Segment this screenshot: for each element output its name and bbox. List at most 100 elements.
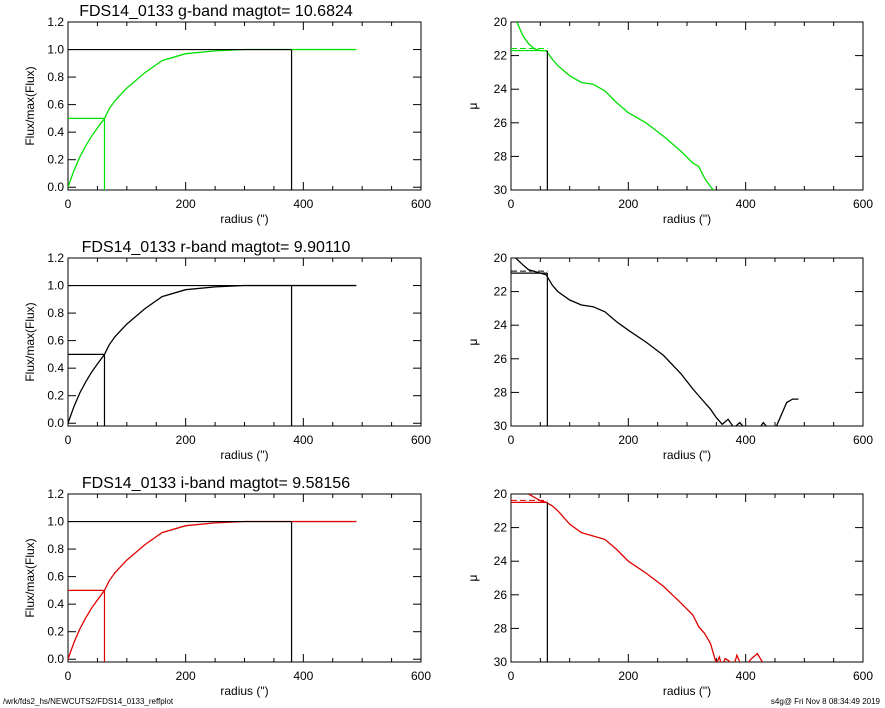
x-axis-label: radius (") <box>220 448 268 462</box>
plot-panel-r-mu: 0 200 400 600 20 22 24 26 28 30 radius (") μ <box>466 251 873 462</box>
profile-curve-i <box>68 520 357 660</box>
y-tick-label: 30 <box>494 183 508 197</box>
y-tick-label: 0.6 <box>47 334 64 348</box>
y-tick-label: 30 <box>494 655 508 669</box>
plot-panel-g-flux: 0 200 400 600 0.0 0.2 0.4 0.6 0.8 1.0 1.2 radius ("… <box>23 15 431 226</box>
x-axis-label: radius (") <box>220 684 268 698</box>
y-tick-label: 28 <box>494 621 508 635</box>
x-tick-label: 600 <box>853 433 873 447</box>
x-tick-label: 400 <box>736 433 756 447</box>
y-tick-label: 20 <box>494 15 508 29</box>
x-tick-label: 0 <box>508 669 515 683</box>
y-tick-label: 0.6 <box>47 570 64 584</box>
x-tick-label: 400 <box>736 197 756 211</box>
x-tick-label: 600 <box>853 197 873 211</box>
y-tick-label: 0.0 <box>47 416 64 430</box>
x-tick-label: 400 <box>293 433 313 447</box>
y-tick-label: 1.0 <box>47 279 64 293</box>
x-tick-label: 200 <box>618 197 638 211</box>
y-tick-label: 24 <box>494 82 508 96</box>
x-tick-label: 200 <box>618 669 638 683</box>
plot-frame <box>67 21 422 191</box>
x-axis-label: radius (") <box>663 448 711 462</box>
y-tick-label: 26 <box>494 588 508 602</box>
y-tick-label: 20 <box>494 487 508 501</box>
plot-area <box>511 258 799 426</box>
x-tick-label: 0 <box>508 433 515 447</box>
y-tick-label: 0.8 <box>47 306 64 320</box>
x-axis-label: radius (") <box>663 212 711 226</box>
x-axis-label: radius (") <box>220 212 268 226</box>
y-tick-label: 0.4 <box>47 361 64 375</box>
y-tick-label: 26 <box>494 116 508 130</box>
plot-frame <box>67 257 422 427</box>
footer-timestamp: s4g@ Fri Nov 8 08:34:49 2019 <box>771 697 881 706</box>
plot-panel-i-mu: 0 200 400 600 20 22 24 26 28 30 radius (") μ <box>466 487 873 698</box>
plot-frame <box>67 493 422 663</box>
y-tick-label: 30 <box>494 419 508 433</box>
profile-curve-r <box>514 258 799 426</box>
y-axis-label: μ <box>466 102 480 109</box>
plot-area <box>511 494 764 662</box>
y-tick-label: 22 <box>494 285 508 299</box>
y-tick-label: 22 <box>494 521 508 535</box>
y-tick-label: 1.0 <box>47 515 64 529</box>
y-tick-label: 0.0 <box>47 180 64 194</box>
y-tick-label: 0.2 <box>47 625 64 639</box>
x-tick-label: 600 <box>411 433 431 447</box>
profile-curve-g <box>68 48 357 188</box>
y-tick-label: 0.0 <box>47 652 64 666</box>
y-axis-label: Flux/max(Flux) <box>23 302 37 381</box>
x-tick-label: 200 <box>618 433 638 447</box>
x-tick-label: 600 <box>411 669 431 683</box>
plot-panel-r-flux: 0 200 400 600 0.0 0.2 0.4 0.6 0.8 1.0 1.2 radius ("… <box>23 251 431 462</box>
x-tick-label: 200 <box>176 197 196 211</box>
plot-frame <box>510 493 864 663</box>
plot-panel-g-mu: 0 200 400 600 20 22 24 26 28 30 radius (") μ <box>466 15 873 226</box>
y-tick-label: 28 <box>494 149 508 163</box>
y-axis-label: Flux/max(Flux) <box>23 538 37 617</box>
y-axis-label: μ <box>466 574 480 581</box>
y-tick-label: 0.8 <box>47 542 64 556</box>
plot-area <box>68 284 357 426</box>
y-tick-label: 0.2 <box>47 153 64 167</box>
x-tick-label: 200 <box>176 433 196 447</box>
y-tick-label: 24 <box>494 318 508 332</box>
x-tick-label: 600 <box>853 669 873 683</box>
x-tick-label: 400 <box>736 669 756 683</box>
x-tick-label: 200 <box>176 669 196 683</box>
footer-path: /wrk/fds2_hs/NEWCUTS2/FDS14_0133_reffplo… <box>3 697 174 706</box>
y-axis-label: Flux/max(Flux) <box>23 66 37 145</box>
y-tick-label: 0.8 <box>47 70 64 84</box>
y-tick-label: 1.2 <box>47 251 64 265</box>
plot-frame <box>510 257 864 427</box>
x-axis-label: radius (") <box>663 684 711 698</box>
y-tick-label: 0.4 <box>47 597 64 611</box>
y-tick-label: 22 <box>494 49 508 63</box>
x-tick-label: 0 <box>508 197 515 211</box>
x-tick-label: 0 <box>65 669 72 683</box>
y-tick-label: 26 <box>494 352 508 366</box>
profile-curve-i <box>528 494 764 662</box>
y-tick-label: 0.2 <box>47 389 64 403</box>
x-tick-label: 400 <box>293 669 313 683</box>
plot-area <box>511 22 715 190</box>
y-tick-label: 0.4 <box>47 125 64 139</box>
x-tick-label: 600 <box>411 197 431 211</box>
plot-panel-i-flux: 0 200 400 600 0.0 0.2 0.4 0.6 0.8 1.0 1.2 radius ("… <box>23 487 431 698</box>
x-tick-label: 400 <box>293 197 313 211</box>
y-tick-label: 1.2 <box>47 15 64 29</box>
y-tick-label: 1.0 <box>47 43 64 57</box>
profile-curve-g <box>516 22 715 190</box>
x-tick-label: 0 <box>65 433 72 447</box>
y-axis-label: μ <box>466 338 480 345</box>
plot-area <box>68 48 357 190</box>
panel-title-i: FDS14_0133 i-band magtot= 9.58156 <box>82 475 350 492</box>
panel-title-r: FDS14_0133 r-band magtot= 9.90110 <box>82 239 351 256</box>
profile-curve-r <box>68 284 357 424</box>
plot-area <box>68 520 357 662</box>
plot-frame <box>510 21 864 191</box>
y-tick-label: 24 <box>494 554 508 568</box>
y-tick-label: 0.6 <box>47 98 64 112</box>
